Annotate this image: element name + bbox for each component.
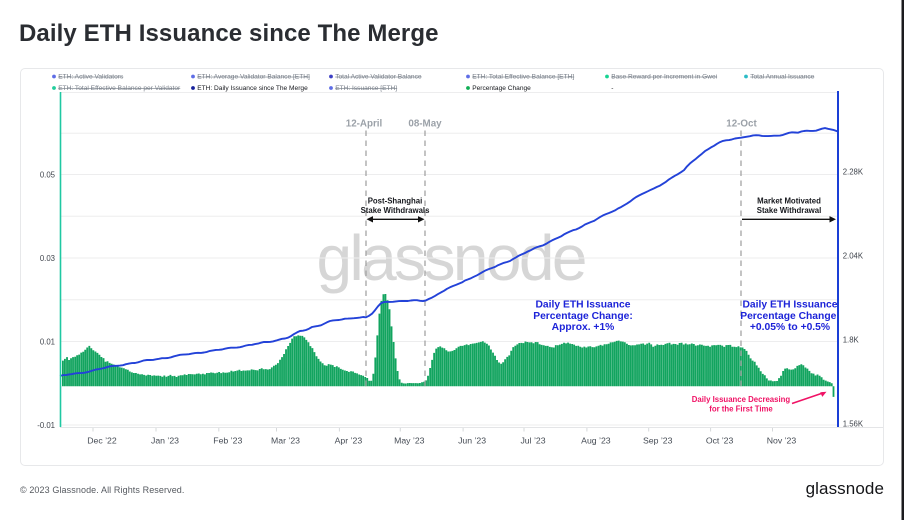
svg-text:ETH: Issuance [ETH]: ETH: Issuance [ETH] [335, 85, 397, 92]
svg-text:Total Active Validator Balance: Total Active Validator Balance [335, 74, 422, 81]
svg-text:-: - [611, 85, 613, 92]
svg-text:Base Reward per Increment in G: Base Reward per Increment in Gwei [611, 74, 717, 81]
svg-text:Percentage Change:: Percentage Change: [533, 311, 633, 322]
svg-text:Daily ETH Issuance: Daily ETH Issuance [743, 300, 838, 311]
svg-text:May ’23: May ’23 [394, 436, 425, 446]
svg-text:2.04K: 2.04K [843, 251, 864, 260]
svg-text:Post-Shanghai: Post-Shanghai [368, 197, 423, 206]
svg-text:12-Oct: 12-Oct [726, 119, 757, 130]
svg-text:Jun ’23: Jun ’23 [458, 436, 486, 446]
svg-text:2.28K: 2.28K [843, 167, 864, 176]
svg-text:Jul ’23: Jul ’23 [520, 436, 545, 446]
svg-text:Apr ’23: Apr ’23 [335, 436, 363, 446]
svg-text:Approx. +1%: Approx. +1% [552, 322, 615, 333]
svg-text:Jan ’23: Jan ’23 [151, 436, 179, 446]
svg-text:Daily Issuance Decreasing: Daily Issuance Decreasing [692, 395, 791, 404]
svg-text:Sep ’23: Sep ’23 [643, 436, 673, 446]
svg-text:Aug ’23: Aug ’23 [581, 436, 611, 446]
svg-text:Stake Withdrawals: Stake Withdrawals [361, 206, 430, 215]
svg-text:ETH: Daily Issuance since The: ETH: Daily Issuance since The Merge [197, 85, 308, 92]
svg-text:0.01: 0.01 [40, 337, 55, 346]
svg-text:08-May: 08-May [408, 119, 442, 130]
svg-text:12-April: 12-April [346, 119, 383, 130]
svg-text:Dec ’22: Dec ’22 [87, 436, 117, 446]
svg-text:Mar ’23: Mar ’23 [271, 436, 300, 446]
svg-text:Market Motivated: Market Motivated [757, 197, 821, 206]
svg-text:Percentage Change: Percentage Change [472, 85, 531, 92]
svg-text:1.56K: 1.56K [843, 419, 864, 428]
svg-text:ETH: Total Effective Balance p: ETH: Total Effective Balance per Validat… [58, 85, 181, 92]
svg-text:Total Annual Issuance: Total Annual Issuance [750, 74, 814, 81]
svg-text:-0.01: -0.01 [37, 421, 55, 430]
svg-text:Percentage Change:: Percentage Change: [740, 311, 840, 322]
svg-text:for the First Time: for the First Time [709, 405, 773, 414]
svg-text:ETH: Active Validators: ETH: Active Validators [58, 74, 124, 81]
svg-text:0.05: 0.05 [40, 170, 56, 179]
svg-text:Oct ’23: Oct ’23 [706, 436, 734, 446]
svg-text:+0.05% to +0.5%: +0.05% to +0.5% [750, 322, 830, 333]
svg-text:Stake Withdrawal: Stake Withdrawal [757, 206, 822, 215]
svg-text:Nov ’23: Nov ’23 [767, 436, 797, 446]
svg-text:Daily ETH Issuance: Daily ETH Issuance [536, 300, 631, 311]
svg-text:ETH: Average Validator Balance: ETH: Average Validator Balance [ETH] [197, 74, 310, 81]
svg-text:0.03: 0.03 [40, 254, 55, 263]
svg-text:ETH: Total Effective Balance [: ETH: Total Effective Balance [ETH] [472, 74, 574, 81]
svg-text:1.8K: 1.8K [843, 335, 860, 344]
svg-text:Feb ’23: Feb ’23 [213, 436, 242, 446]
